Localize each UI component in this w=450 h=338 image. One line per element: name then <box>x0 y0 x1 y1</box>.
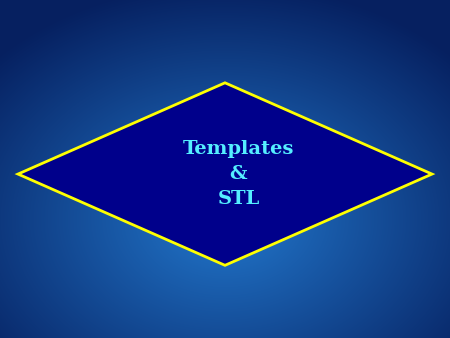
Polygon shape <box>18 83 432 265</box>
Text: &: & <box>230 165 248 183</box>
Text: STL: STL <box>217 190 260 209</box>
Text: Templates: Templates <box>183 140 294 158</box>
